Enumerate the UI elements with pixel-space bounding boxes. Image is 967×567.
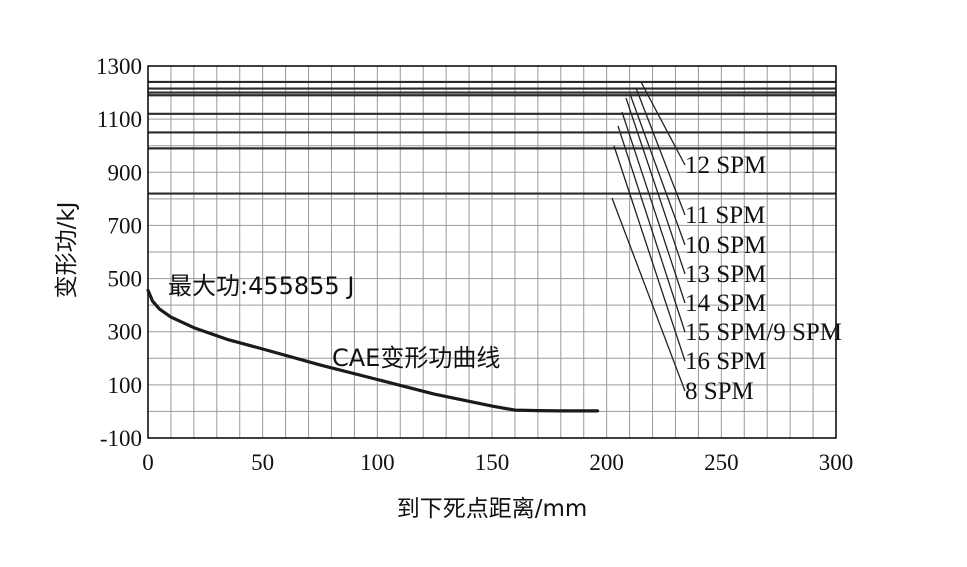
leader-line: [611, 197, 686, 392]
y-tick-label: 500: [108, 267, 143, 292]
spm-label: 16 SPM: [685, 348, 766, 375]
leader-line: [625, 97, 686, 275]
leader-line: [635, 87, 686, 216]
y-tick-label: 100: [108, 373, 143, 398]
spm-label: 8 SPM: [685, 378, 754, 405]
x-axis-title: 到下死点距离/mm: [397, 496, 588, 522]
spm-label: 11 SPM: [685, 202, 765, 229]
axes: [147, 65, 837, 439]
x-tick-label: 50: [251, 450, 274, 475]
y-tick-label: 1100: [97, 107, 142, 132]
curve-label: CAE变形功曲线: [332, 344, 500, 372]
spm-label: 12 SPM: [685, 152, 766, 179]
plot-frame: [147, 65, 837, 439]
leader-line: [613, 145, 686, 362]
x-tick-label: 200: [589, 450, 624, 475]
y-tick-label: -100: [100, 426, 142, 451]
x-tick-label: 100: [360, 450, 395, 475]
x-tick-label: 150: [475, 450, 510, 475]
series-layer: [146, 288, 600, 413]
leader-line: [621, 111, 686, 304]
y-tick-label: 700: [108, 213, 143, 238]
leader-lines: [611, 81, 686, 392]
spm-label: 10 SPM: [685, 232, 766, 259]
max-work-annotation: 最大功:455855 J: [168, 272, 354, 300]
y-tick-labels: 1300 1100 900 700 500 300 100 -100: [96, 54, 142, 451]
y-tick-label: 300: [108, 320, 143, 345]
y-tick-label: 900: [108, 160, 143, 185]
leader-line: [617, 125, 686, 333]
grid: [148, 66, 836, 438]
x-tick-label: 250: [704, 450, 739, 475]
y-tick-label: 1300: [96, 54, 142, 79]
spm-label: 13 SPM: [685, 261, 766, 288]
leader-line: [629, 93, 686, 246]
series-line-cae: [146, 288, 600, 413]
x-tick-label: 300: [819, 450, 854, 475]
x-tick-labels: 0 50 100 150 200 250 300: [142, 450, 853, 475]
x-tick-label: 0: [142, 450, 154, 475]
capacity-lines: [148, 80, 836, 195]
y-axis-title: 变形功/kJ: [54, 202, 80, 299]
spm-label: 15 SPM/9 SPM: [685, 319, 842, 346]
spm-label: 14 SPM: [685, 290, 766, 317]
leader-line: [640, 81, 686, 166]
